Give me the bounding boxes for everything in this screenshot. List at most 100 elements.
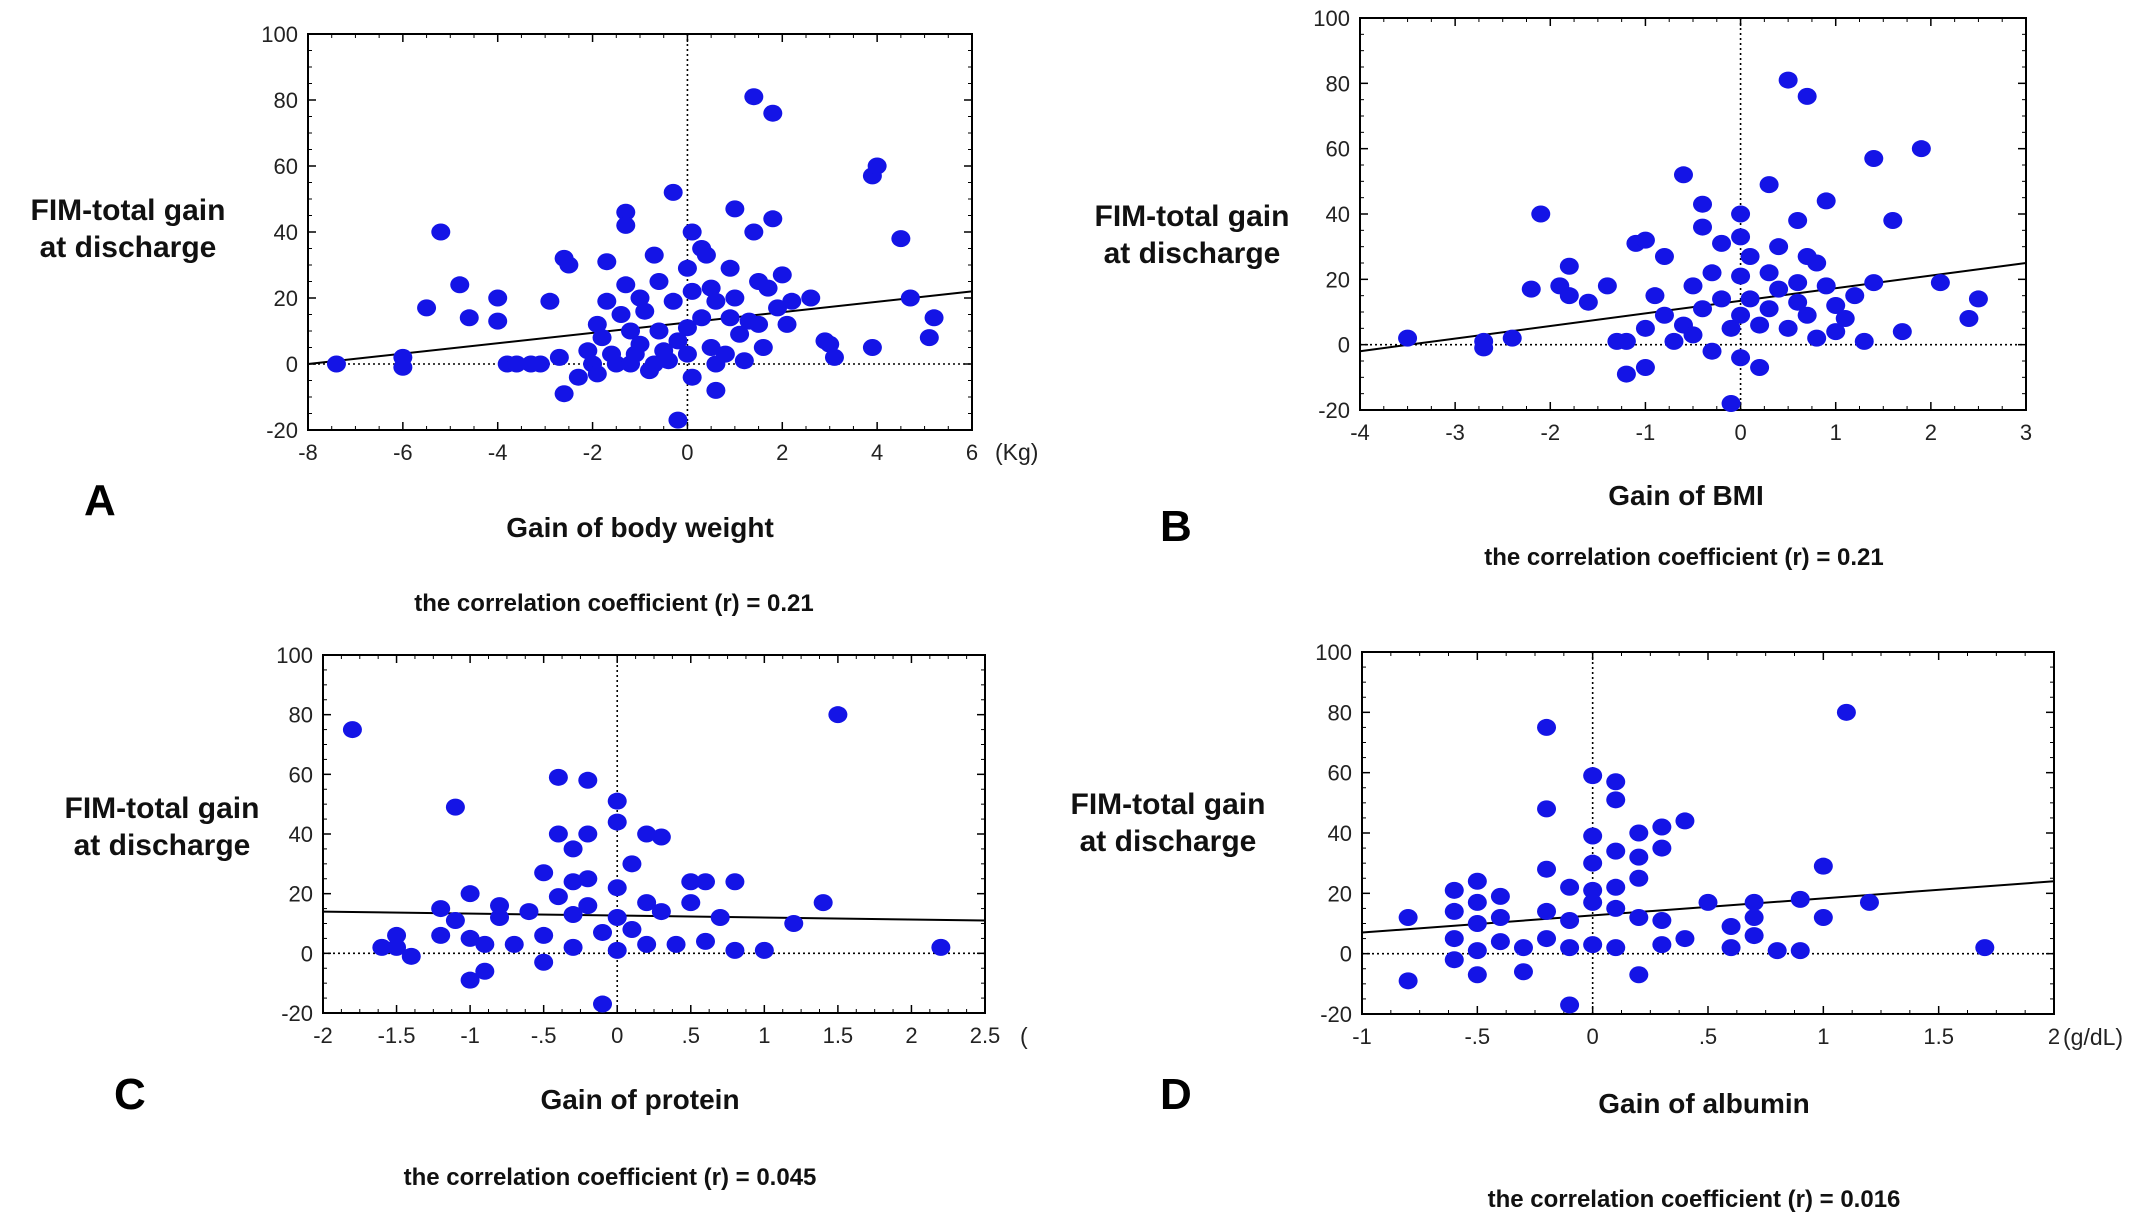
panel-a-xtick-label: -6 <box>393 440 413 465</box>
panel-d-data-point <box>1744 893 1764 911</box>
panel-a-data-point <box>677 345 697 363</box>
panel-d-ytick-label: -20 <box>1320 1002 1352 1027</box>
panel-b-data-point <box>1854 332 1874 350</box>
panel-b-data-point <box>1702 342 1722 360</box>
panel-c-xtick-label: -1.5 <box>378 1023 416 1048</box>
panel-b-ytick-label: -20 <box>1318 398 1350 423</box>
panel-a-ytick-label: 100 <box>261 22 298 47</box>
panel-a-data-point <box>616 216 636 234</box>
panel-b-data-point <box>1864 274 1884 292</box>
panel-c-data-point <box>578 870 598 888</box>
panel-d-data-point <box>1606 842 1626 860</box>
panel-a-data-point <box>677 319 697 337</box>
panel-d-data-point <box>1744 927 1764 945</box>
panel-c-x-unit: ( <box>1020 1023 1028 1049</box>
panel-a-data-point <box>611 306 631 323</box>
panel-d-data-point <box>1537 902 1557 920</box>
panel-b-data-point <box>1693 195 1713 213</box>
panel-d-data-point <box>1652 839 1672 857</box>
panel-a-data-point <box>900 289 920 307</box>
panel-b-data-point <box>1911 140 1931 158</box>
panel-d-data-point <box>1537 860 1557 878</box>
panel-d-data-point <box>1398 908 1418 926</box>
panel-c-data-point <box>548 768 568 786</box>
panel-d-data-point <box>1467 942 1487 960</box>
panel-a-data-point <box>777 315 797 333</box>
panel-c-data-point <box>563 873 583 891</box>
panel-a-data-point <box>549 348 569 366</box>
panel-a-data-point <box>891 230 911 248</box>
panel-d-data-point <box>1629 966 1649 984</box>
panel-a-data-point <box>417 299 437 317</box>
panel-a-data-point <box>630 335 650 353</box>
panel-c-data-point <box>725 873 745 891</box>
panel-a-data-point <box>559 256 579 274</box>
panel-a-data-point <box>701 279 721 297</box>
panel-d-xtick-label: 1.5 <box>1923 1024 1954 1049</box>
panel-c-data-point <box>637 825 657 843</box>
panel-a-data-point <box>644 355 664 373</box>
panel-b-data-point <box>1731 267 1751 285</box>
panel-a-data-point <box>630 289 650 307</box>
panel-b-data-point <box>1683 277 1703 295</box>
panel-b-data-point <box>1559 257 1579 275</box>
panel-c-data-point <box>534 926 554 944</box>
panel-c-data-point <box>490 897 510 915</box>
panel-b-data-point <box>1578 293 1598 311</box>
panel-a-data-point <box>749 315 769 333</box>
panel-a-data-point <box>530 355 550 373</box>
panel-b-data-point <box>1968 290 1988 308</box>
panel-b-data-point <box>1474 339 1494 357</box>
panel-d-data-point <box>1767 942 1787 960</box>
panel-b-data-point <box>1635 231 1655 249</box>
panel-a-data-point <box>706 292 726 310</box>
panel-c-data-point <box>607 813 627 831</box>
panel-c-data-point <box>666 935 686 953</box>
panel-a-data-point <box>763 210 783 228</box>
panel-a-ytick-label: 0 <box>286 352 298 377</box>
panel-b-data-point <box>1864 149 1884 167</box>
panel-b-data-point <box>1778 71 1798 89</box>
panel-a-data-point <box>592 329 612 347</box>
panel-a-data-point <box>725 200 745 218</box>
panel-a-data-point <box>597 292 617 310</box>
panel-b-data-point <box>1835 310 1855 328</box>
panel-c-data-point <box>681 894 701 912</box>
panel-d-data-point <box>1652 818 1672 836</box>
panel-b-data-point <box>1531 205 1551 223</box>
panel-b-data-point <box>1816 192 1836 210</box>
panel-b-xtick-label: 0 <box>1734 420 1746 445</box>
panel-c-xtick-label: -1 <box>460 1023 480 1048</box>
panel-c-data-point <box>931 938 951 956</box>
panel-c-data-point <box>387 926 407 944</box>
panel-a-xtick-label: -8 <box>298 440 318 465</box>
panel-c-data-point <box>593 995 613 1013</box>
panel-c-ytick-label: 0 <box>301 941 313 966</box>
panel-d-data-point <box>1444 930 1464 948</box>
panel-b-data-point <box>1788 274 1808 292</box>
panel-a-data-point <box>682 282 702 300</box>
panel-a-ytick-label: 80 <box>274 88 298 113</box>
panel-a-data-point <box>758 279 778 297</box>
panel-b-data-point <box>1635 359 1655 377</box>
panel-a-data-point <box>668 411 688 429</box>
panel-d-xtick-label: 2 <box>2048 1024 2060 1049</box>
panel-a-ytick-label: 40 <box>274 220 298 245</box>
panel-d-data-point <box>1606 878 1626 896</box>
panel-d-data-point <box>1444 902 1464 920</box>
panel-b-ytick-label: 20 <box>1326 267 1350 292</box>
panel-d-data-point <box>1467 966 1487 984</box>
panel-d-data-point <box>1813 908 1833 926</box>
panel-d-data-point <box>1836 703 1856 721</box>
panel-b-data-point <box>1892 323 1912 341</box>
panel-letter-b: B <box>1160 502 1192 551</box>
panel-d-xtick-label: 0 <box>1587 1024 1599 1049</box>
panel-b-data-point <box>1788 293 1808 311</box>
panel-a-data-point <box>701 339 721 356</box>
panel-c-xtick-label: -2 <box>313 1023 333 1048</box>
panel-a-data-point <box>730 325 750 343</box>
panel-d-data-point <box>1513 939 1533 957</box>
panel-d-frame <box>1361 651 2055 1015</box>
panel-c-ytick-label: -20 <box>281 1001 313 1026</box>
